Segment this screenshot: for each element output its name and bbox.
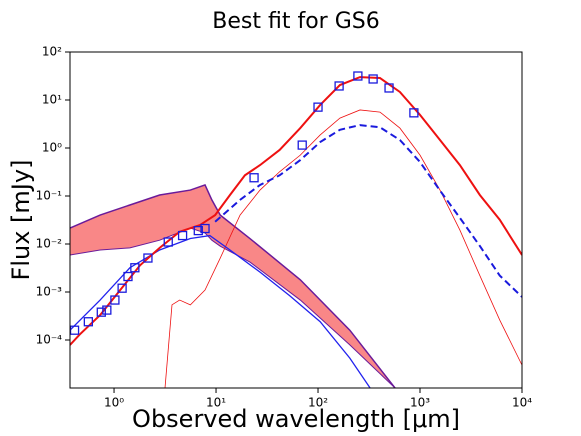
x-axis-label: Observed wavelength [μm] (132, 405, 460, 433)
observation-marker (368, 74, 378, 84)
plot-frame (69, 51, 523, 389)
series-line (214, 124, 522, 298)
y-tick-label: 10² (42, 45, 62, 59)
y-tick-label: 10⁻³ (36, 285, 63, 299)
observation-marker (123, 271, 133, 282)
x-tick-label: 10¹ (206, 396, 226, 410)
observation-marker (130, 263, 140, 273)
band (70, 184, 396, 388)
y-tick-label: 10¹ (42, 93, 62, 107)
observation-marker (96, 307, 106, 317)
y-axis-label: Flux [mJy] (7, 160, 35, 281)
observation-marker (143, 253, 153, 263)
observation-marker (409, 108, 419, 118)
observation-marker (193, 225, 203, 236)
observation-marker (163, 237, 173, 247)
x-tick-label: 10⁴ (512, 396, 532, 410)
y-tick-label: 10⁻² (36, 237, 63, 251)
x-tick-label: 10² (308, 396, 328, 410)
y-tick-label: 10⁻¹ (36, 189, 63, 203)
observation-marker (249, 173, 259, 183)
chart-title: Best fit for GS6 (212, 9, 379, 34)
band-edge (70, 227, 396, 388)
observation-marker (353, 71, 363, 81)
observation-marker (117, 283, 127, 293)
observation-marker (334, 81, 344, 91)
plot-area (70, 71, 522, 388)
observation-marker (102, 305, 112, 315)
y-tick-label: 10⁰ (42, 141, 62, 155)
x-tick-label: 10³ (410, 396, 430, 410)
observation-marker (177, 230, 188, 241)
band-edge (70, 184, 396, 388)
observation-marker (70, 325, 80, 335)
observation-marker (313, 102, 323, 112)
observation-marker (384, 83, 394, 93)
observation-marker (110, 295, 120, 305)
series-line (70, 76, 522, 346)
y-tick-label: 10⁻⁴ (36, 333, 63, 347)
observation-marker (200, 223, 210, 234)
observation-marker (83, 317, 94, 327)
observation-marker (297, 140, 307, 150)
series-line (164, 109, 522, 388)
x-tick-label: 10⁰ (104, 396, 124, 410)
